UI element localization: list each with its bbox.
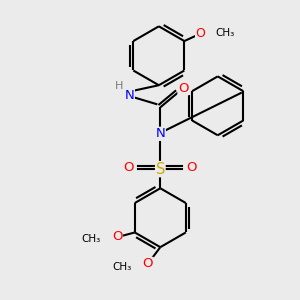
Text: N: N bbox=[124, 89, 134, 102]
Text: CH₃: CH₃ bbox=[112, 262, 131, 272]
Text: H: H bbox=[115, 81, 123, 91]
Text: CH₃: CH₃ bbox=[216, 28, 235, 38]
Text: CH₃: CH₃ bbox=[81, 234, 100, 244]
Text: N: N bbox=[155, 127, 165, 140]
Text: O: O bbox=[143, 257, 153, 271]
Text: O: O bbox=[196, 27, 206, 40]
Text: O: O bbox=[124, 161, 134, 174]
Text: S: S bbox=[156, 162, 165, 177]
Text: O: O bbox=[112, 230, 122, 243]
Text: O: O bbox=[187, 161, 197, 174]
Text: O: O bbox=[178, 82, 188, 95]
